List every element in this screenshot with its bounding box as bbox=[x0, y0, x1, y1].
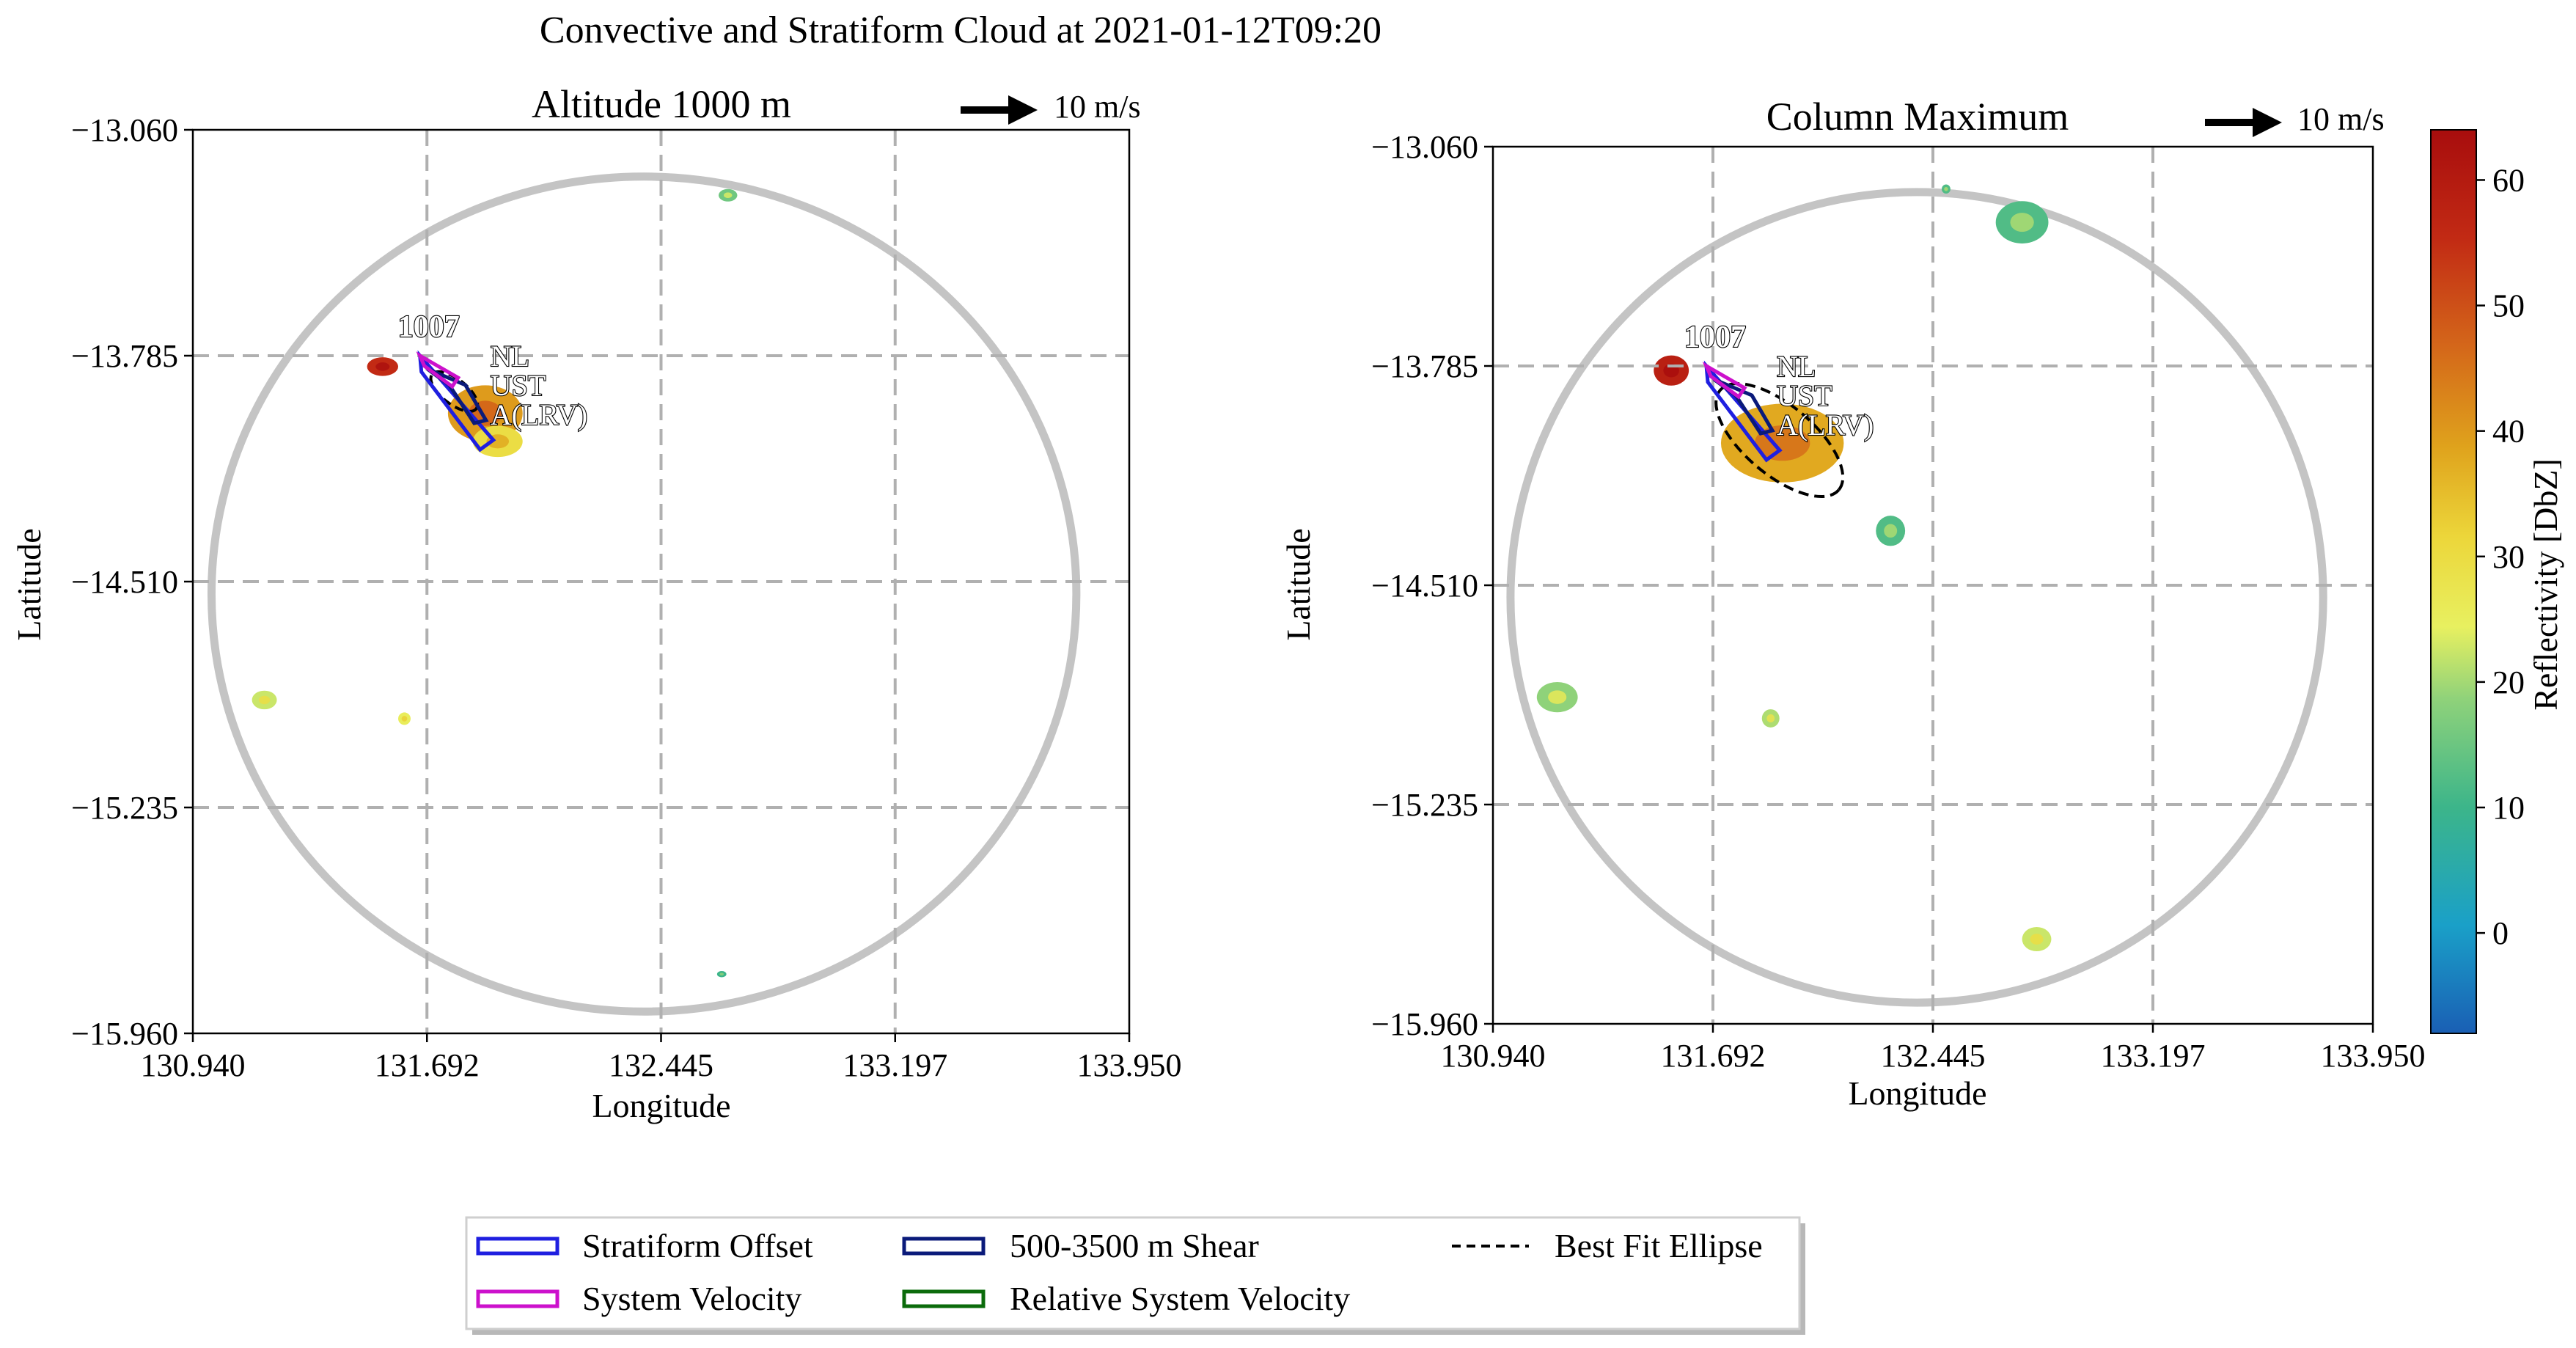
legend-item-system-velocity: System Velocity bbox=[476, 1280, 801, 1317]
colorbar-tick-label: 10 bbox=[2492, 790, 2525, 826]
wind-scale-arrow: 10 m/s bbox=[961, 89, 1141, 125]
legend-item-best-fit-ellipse: Best Fit Ellipse bbox=[1452, 1227, 1763, 1264]
reflectivity-core bbox=[719, 972, 724, 976]
radar-coverage-ring bbox=[1506, 188, 2327, 1007]
legend-item-shear: 500-3500 m Shear bbox=[902, 1227, 1259, 1264]
legend-label: Stratiform Offset bbox=[582, 1227, 813, 1264]
scale-arrow-label: 10 m/s bbox=[1054, 89, 1141, 125]
y-tick-label: −13.785 bbox=[1371, 348, 1478, 384]
x-tick-label: 132.445 bbox=[1881, 1038, 1986, 1074]
system-velocity-arrow bbox=[1702, 362, 1747, 400]
cell-class-label: NL bbox=[491, 340, 529, 373]
plot-area: 130.940 131.692 132.445 133.197 133.950 −13.0… bbox=[71, 112, 1181, 1083]
legend: Stratiform Offset System Velocity 500-35… bbox=[465, 1216, 1805, 1335]
colorbar-tick-label: 30 bbox=[2492, 539, 2525, 575]
system-velocity-arrow bbox=[416, 351, 461, 389]
panel-column-maximum: Column Maximum 10 m/s 130.940 131.692 132.… bbox=[1280, 95, 2426, 1112]
x-tick-label: 131.692 bbox=[1661, 1038, 1766, 1074]
colorbar-ticks: 0 10 20 30 40 50 60 bbox=[2476, 162, 2525, 951]
legend-swatch bbox=[476, 1237, 559, 1256]
cell-class-label: UST bbox=[1777, 379, 1832, 412]
wind-scale-arrow: 10 m/s bbox=[2205, 101, 2385, 137]
reflectivity-core bbox=[1884, 524, 1898, 538]
x-axis-label: Longitude bbox=[1848, 1074, 1986, 1112]
y-axis-label: Latitude bbox=[10, 528, 48, 640]
legend-label: 500-3500 m Shear bbox=[1010, 1227, 1259, 1264]
y-tick-label: −14.510 bbox=[1371, 568, 1478, 604]
reflectivity-core bbox=[375, 362, 390, 371]
legend-item-relative-system-velocity: Relative System Velocity bbox=[902, 1280, 1350, 1317]
x-tick-label: 133.197 bbox=[2101, 1038, 2206, 1074]
reflectivity-core bbox=[2030, 934, 2044, 945]
reflectivity-core bbox=[1766, 714, 1775, 723]
legend-swatch bbox=[902, 1289, 986, 1308]
panel-title: Column Maximum bbox=[1766, 95, 2069, 139]
colorbar-tick-label: 0 bbox=[2492, 915, 2509, 951]
y-tick-label: −13.060 bbox=[1371, 129, 1478, 165]
figure-suptitle: Convective and Stratiform Cloud at 2021-… bbox=[540, 10, 1381, 51]
y-axis-label: Latitude bbox=[1280, 528, 1317, 640]
y-tick-label: −13.060 bbox=[71, 112, 178, 148]
y-tick-label: −15.235 bbox=[1371, 787, 1478, 823]
x-axis-label: Longitude bbox=[592, 1087, 730, 1124]
legend-label: Best Fit Ellipse bbox=[1555, 1227, 1763, 1264]
radar-coverage-ring bbox=[207, 172, 1081, 1016]
colorbar-gradient bbox=[2430, 129, 2477, 1034]
x-tick-label: 130.940 bbox=[141, 1047, 246, 1083]
x-tick-label: 132.445 bbox=[609, 1047, 713, 1083]
y-tick-label: −15.960 bbox=[1371, 1006, 1478, 1042]
x-tick-label: 133.950 bbox=[2321, 1038, 2426, 1074]
legend-swatch bbox=[476, 1289, 559, 1308]
legend-item-stratiform-offset: Stratiform Offset bbox=[476, 1227, 813, 1264]
reflectivity-core bbox=[1944, 186, 1948, 191]
best-fit-ellipse bbox=[1714, 382, 1845, 499]
reflectivity-core bbox=[2010, 213, 2034, 232]
x-tick-label: 131.692 bbox=[375, 1047, 480, 1083]
reflectivity-core bbox=[1548, 690, 1567, 704]
y-tick-label: −13.785 bbox=[71, 338, 178, 374]
panel-altitude-1000m: Altitude 1000 m 10 m/s 130.940 131.692 132… bbox=[10, 82, 1182, 1124]
reflectivity-core bbox=[401, 716, 408, 722]
cell-class-label: A(LRV) bbox=[491, 398, 587, 431]
panel-title: Altitude 1000 m bbox=[532, 82, 791, 126]
legend-label: System Velocity bbox=[582, 1280, 801, 1317]
x-tick-label: 130.940 bbox=[1441, 1038, 1546, 1074]
plot-area: 130.940 131.692 132.445 133.197 133.950 −13.0… bbox=[1371, 129, 2425, 1074]
reflectivity-core bbox=[723, 192, 733, 199]
scale-arrow-label: 10 m/s bbox=[2297, 101, 2385, 137]
reflectivity-core bbox=[258, 695, 271, 705]
reflectivity-core bbox=[1755, 425, 1810, 461]
colorbar-label: Reflectivity [DbZ] bbox=[2527, 458, 2564, 711]
colorbar: 0 10 20 30 40 50 60 Reflectivity [DbZ] bbox=[2430, 129, 2564, 1034]
cell-class-label: NL bbox=[1777, 350, 1816, 383]
legend-box bbox=[465, 1216, 1801, 1330]
legend-swatch bbox=[902, 1237, 986, 1256]
cell-id-label: 1007 bbox=[1684, 320, 1746, 354]
colorbar-tick-label: 20 bbox=[2492, 664, 2525, 700]
y-tick-label: −15.235 bbox=[71, 790, 178, 826]
legend-label: Relative System Velocity bbox=[1010, 1280, 1350, 1317]
colorbar-tick-label: 40 bbox=[2492, 414, 2525, 450]
colorbar-tick-label: 50 bbox=[2492, 288, 2525, 324]
y-tick-label: −14.510 bbox=[71, 564, 178, 600]
cell-class-label: A(LRV) bbox=[1777, 409, 1874, 442]
x-tick-label: 133.197 bbox=[843, 1047, 947, 1083]
cell-class-label: UST bbox=[491, 369, 546, 402]
y-tick-label: −15.960 bbox=[71, 1016, 178, 1052]
x-tick-label: 133.950 bbox=[1077, 1047, 1182, 1083]
cell-id-label: 1007 bbox=[398, 310, 460, 344]
colorbar-tick-label: 60 bbox=[2492, 162, 2525, 198]
